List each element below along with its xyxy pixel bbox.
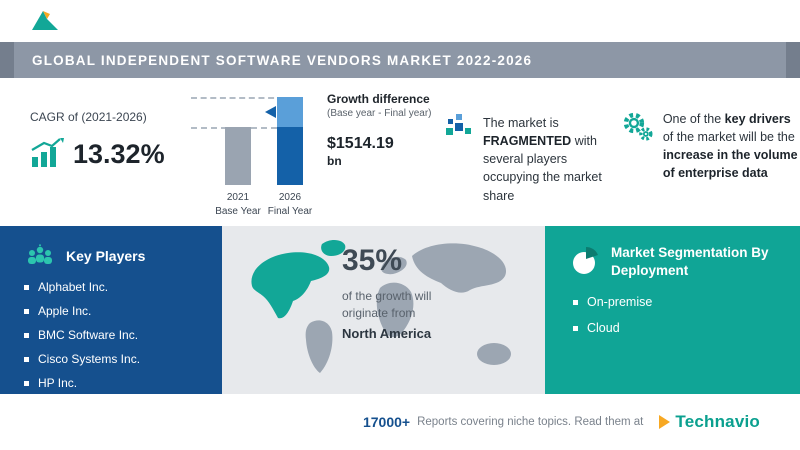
bullet-icon <box>573 299 578 305</box>
key-player-label: HP Inc. <box>38 376 78 390</box>
continent-europe <box>381 256 407 275</box>
continent-asia <box>412 243 507 293</box>
region-stat: 35% of the growth will originate from No… <box>342 244 527 341</box>
segment-label: On-premise <box>587 295 653 310</box>
driver-bold-1: key drivers <box>724 112 791 126</box>
region-text: of the growth will originate from <box>342 289 432 320</box>
header-edge-left <box>0 42 14 78</box>
bullet-icon <box>573 325 578 331</box>
footer: 17000+ Reports covering niche topics. Re… <box>0 394 800 450</box>
segment-label: Cloud <box>587 321 620 336</box>
logo-text: Technavio <box>675 412 760 431</box>
bar-sublabel-2026: Final Year <box>267 205 313 217</box>
growth-value: $1514.19 <box>327 135 394 152</box>
stats-row: CAGR of (2021-2026) 13.32% 2021 <box>0 78 800 226</box>
bullet-icon <box>24 332 29 338</box>
page-title: GLOBAL INDEPENDENT SOFTWARE VENDORS MARK… <box>32 52 533 68</box>
segmentation-title: Market Segmentation By Deployment <box>611 245 769 278</box>
top-strip <box>0 0 800 42</box>
bullet-icon <box>24 380 29 386</box>
bar-year-2026: 2026 <box>278 192 302 203</box>
technavio-mark-icon <box>32 11 58 30</box>
key-player-item: Cisco Systems Inc. <box>24 352 210 366</box>
bar-chart-growth-icon <box>31 138 64 167</box>
bullet-icon <box>24 356 29 362</box>
continent-greenland <box>321 239 346 256</box>
key-player-label: Alphabet Inc. <box>38 280 109 294</box>
bar-2026-growth-cap <box>277 97 303 127</box>
growth-annotation-title: Growth difference <box>327 92 430 106</box>
bullet-icon <box>24 308 29 314</box>
panels-row: Key Players Alphabet Inc. Apple Inc. BMC… <box>0 226 800 394</box>
growth-unit: bn <box>327 154 342 168</box>
region-panel: 35% of the growth will originate from No… <box>222 226 545 394</box>
key-player-label: BMC Software Inc. <box>38 328 139 342</box>
continent-africa <box>376 282 414 338</box>
continent-north-america <box>251 252 330 319</box>
logo-arrow-icon <box>659 415 671 429</box>
fragmented-pre: The market is <box>483 116 559 130</box>
fragmented-text: The market is FRAGMENTED with several pl… <box>483 114 605 226</box>
growth-chart: 2021 Base Year 2026 Final Year Growth di… <box>175 78 437 226</box>
header-edge-right <box>786 42 800 78</box>
segmentation-panel: Market Segmentation By Deployment On-pre… <box>545 226 800 394</box>
segment-item: Cloud <box>573 321 786 335</box>
growth-annotation: Growth difference (Base year - Final yea… <box>327 92 435 168</box>
driver-bold-2: increase in the volume of enterprise dat… <box>662 148 798 181</box>
footer-text: Reports covering niche topics. Read them… <box>417 416 644 428</box>
bullet-icon <box>24 284 29 290</box>
market-fragments-icon <box>446 114 471 135</box>
world-map <box>251 239 511 373</box>
report-count: 17000+ <box>362 414 411 430</box>
fragmented-highlight: FRAGMENTED <box>483 134 572 149</box>
fragmented-post: with several players occupying the marke… <box>483 134 602 203</box>
key-driver-text: One of the key drivers of the market wil… <box>663 110 800 226</box>
key-player-item: Alphabet Inc. <box>24 280 210 294</box>
continent-australia <box>477 343 511 365</box>
key-players-title: Key Players <box>66 248 146 264</box>
cagr-value: 13.32% <box>73 139 165 169</box>
key-player-item: HP Inc. <box>24 376 210 390</box>
growth-arrow-icon <box>265 106 276 118</box>
pie-chart-icon <box>573 246 598 274</box>
driver-pre: One of the <box>662 112 722 126</box>
bar-label-2021: 2021 Base Year <box>206 191 270 218</box>
segmentation-list: On-premise Cloud <box>569 295 786 335</box>
region-name: North America <box>342 325 432 341</box>
gears-icon <box>623 112 653 141</box>
key-players-list: Alphabet Inc. Apple Inc. BMC Software In… <box>24 280 210 390</box>
cagr-label: CAGR of (2021-2026) <box>30 110 147 124</box>
dashed-line-final-year <box>191 97 303 99</box>
region-percent: 35% <box>342 244 403 277</box>
technavio-logo: Technavio <box>659 412 760 432</box>
bar-year-2021: 2021 <box>226 192 250 203</box>
segment-item: On-premise <box>573 295 786 309</box>
key-player-item: Apple Inc. <box>24 304 210 318</box>
key-player-label: Cisco Systems Inc. <box>38 352 141 366</box>
key-players-panel: Key Players Alphabet Inc. Apple Inc. BMC… <box>0 226 222 394</box>
continent-south-america <box>305 320 333 373</box>
key-player-item: BMC Software Inc. <box>24 328 210 342</box>
header-bar: GLOBAL INDEPENDENT SOFTWARE VENDORS MARK… <box>0 42 800 78</box>
fragmented-section: The market is FRAGMENTED with several pl… <box>437 78 615 226</box>
bar-2021-base-year <box>225 127 251 185</box>
key-driver-section: One of the key drivers of the market wil… <box>615 78 800 226</box>
key-player-label: Apple Inc. <box>38 304 92 318</box>
driver-mid: of the market will be the <box>662 130 795 145</box>
people-icon <box>28 244 52 264</box>
bar-sublabel-2021: Base Year <box>215 205 261 217</box>
bar-label-2026: 2026 Final Year <box>258 191 322 218</box>
growth-annotation-sub: (Base year - Final year) <box>327 108 432 119</box>
cagr-section: CAGR of (2021-2026) 13.32% <box>0 78 175 226</box>
